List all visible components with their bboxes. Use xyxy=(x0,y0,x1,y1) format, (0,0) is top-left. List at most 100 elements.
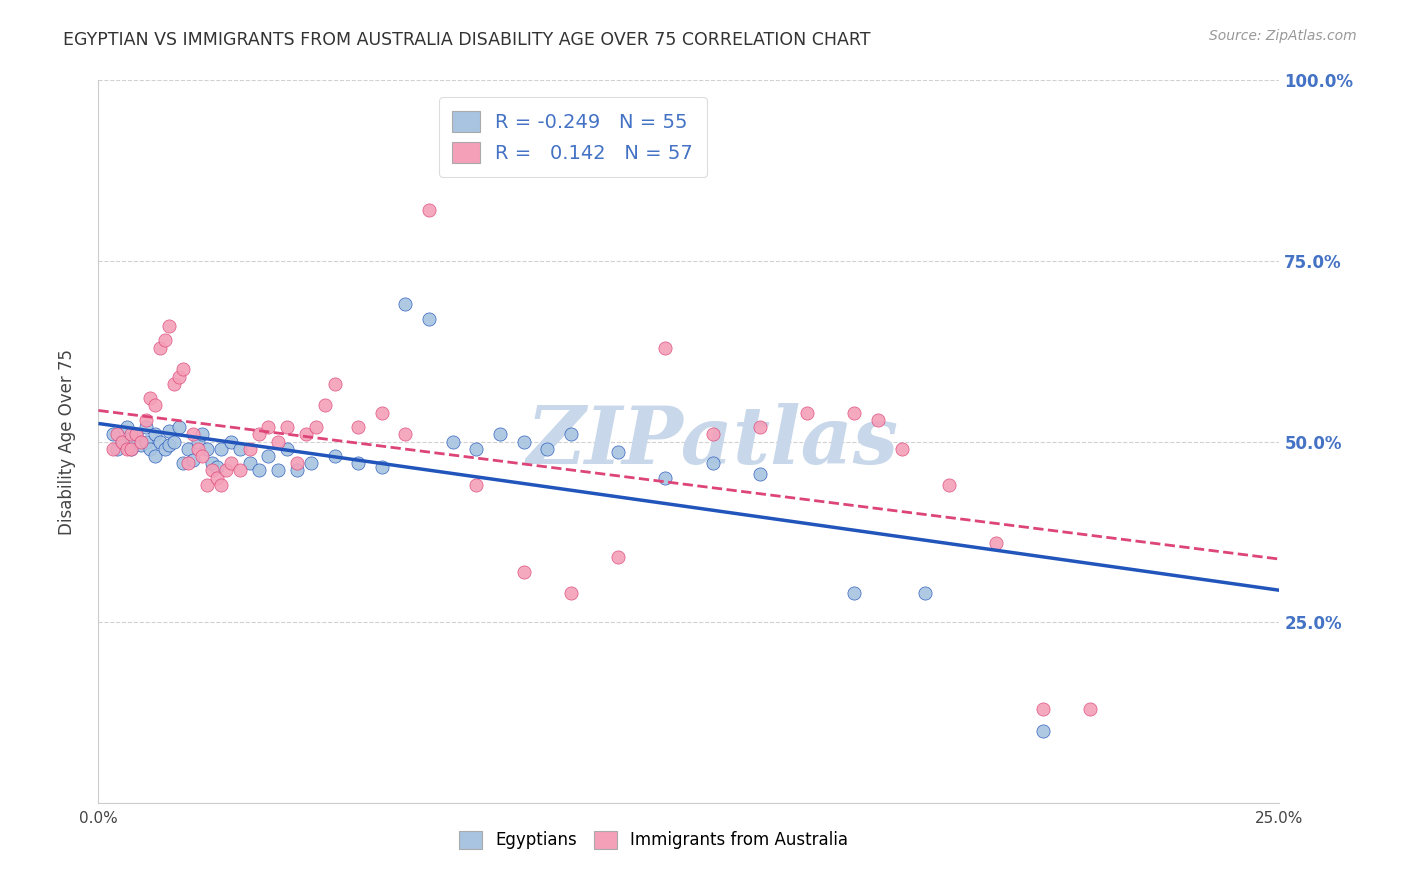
Point xyxy=(209,442,232,456)
Point xyxy=(139,442,162,456)
Point xyxy=(267,463,290,477)
Point xyxy=(441,434,464,449)
Point xyxy=(418,311,440,326)
Point xyxy=(257,420,280,434)
Point xyxy=(172,362,194,376)
Point xyxy=(215,463,238,477)
Point xyxy=(205,470,228,484)
Point xyxy=(121,442,143,456)
Point xyxy=(305,420,328,434)
Point xyxy=(285,456,308,470)
Point xyxy=(1032,723,1054,738)
Text: ZIPatlas: ZIPatlas xyxy=(526,403,898,480)
Point xyxy=(295,427,318,442)
Point xyxy=(465,442,488,456)
Point xyxy=(347,420,370,434)
Point xyxy=(153,442,176,456)
Point xyxy=(187,442,209,456)
Point xyxy=(796,406,818,420)
Point xyxy=(276,442,298,456)
Point xyxy=(394,297,416,311)
Point xyxy=(465,478,488,492)
Point xyxy=(143,449,166,463)
Point xyxy=(512,565,534,579)
Point xyxy=(299,456,322,470)
Point xyxy=(191,449,214,463)
Point xyxy=(247,463,270,477)
Point xyxy=(229,463,252,477)
Point xyxy=(125,427,148,442)
Point xyxy=(247,427,270,442)
Point xyxy=(181,452,204,467)
Point xyxy=(143,398,166,412)
Point xyxy=(536,442,558,456)
Point xyxy=(607,550,630,565)
Point xyxy=(205,459,228,474)
Point xyxy=(129,438,152,452)
Point xyxy=(115,442,138,456)
Point xyxy=(748,420,770,434)
Point xyxy=(285,463,308,477)
Point xyxy=(101,427,124,442)
Point xyxy=(187,434,209,449)
Point xyxy=(149,434,172,449)
Point xyxy=(844,406,866,420)
Text: Source: ZipAtlas.com: Source: ZipAtlas.com xyxy=(1209,29,1357,43)
Point xyxy=(347,456,370,470)
Point xyxy=(163,376,186,391)
Point xyxy=(143,427,166,442)
Point xyxy=(866,413,889,427)
Y-axis label: Disability Age Over 75: Disability Age Over 75 xyxy=(58,349,76,534)
Point xyxy=(111,434,134,449)
Point xyxy=(654,470,676,484)
Point xyxy=(181,427,204,442)
Point xyxy=(654,341,676,355)
Point xyxy=(195,478,218,492)
Point xyxy=(257,449,280,463)
Point xyxy=(135,434,157,449)
Point xyxy=(163,434,186,449)
Point xyxy=(1080,702,1102,716)
Point xyxy=(371,406,394,420)
Point xyxy=(239,456,262,470)
Point xyxy=(489,427,512,442)
Point xyxy=(172,456,194,470)
Point xyxy=(195,442,218,456)
Point xyxy=(844,586,866,600)
Point xyxy=(157,424,180,438)
Point xyxy=(938,478,960,492)
Point xyxy=(323,449,346,463)
Point xyxy=(149,341,172,355)
Point xyxy=(512,434,534,449)
Point xyxy=(177,442,200,456)
Point xyxy=(153,334,176,348)
Point xyxy=(167,420,190,434)
Point xyxy=(157,438,180,452)
Point xyxy=(121,427,143,442)
Legend: Egyptians, Immigrants from Australia: Egyptians, Immigrants from Australia xyxy=(451,824,855,856)
Point xyxy=(702,427,724,442)
Point xyxy=(748,467,770,481)
Point xyxy=(984,535,1007,549)
Point xyxy=(607,445,630,459)
Point xyxy=(914,586,936,600)
Point xyxy=(560,427,582,442)
Point xyxy=(111,434,134,449)
Point xyxy=(129,434,152,449)
Point xyxy=(276,420,298,434)
Point xyxy=(105,427,128,442)
Point xyxy=(121,431,143,445)
Point xyxy=(702,456,724,470)
Point xyxy=(139,391,162,405)
Point xyxy=(239,442,262,456)
Text: EGYPTIAN VS IMMIGRANTS FROM AUSTRALIA DISABILITY AGE OVER 75 CORRELATION CHART: EGYPTIAN VS IMMIGRANTS FROM AUSTRALIA DI… xyxy=(63,31,870,49)
Point xyxy=(201,456,224,470)
Point xyxy=(101,442,124,456)
Point xyxy=(890,442,912,456)
Point xyxy=(125,427,148,442)
Point xyxy=(115,420,138,434)
Point xyxy=(121,442,143,456)
Point xyxy=(560,586,582,600)
Point xyxy=(219,434,242,449)
Point xyxy=(177,456,200,470)
